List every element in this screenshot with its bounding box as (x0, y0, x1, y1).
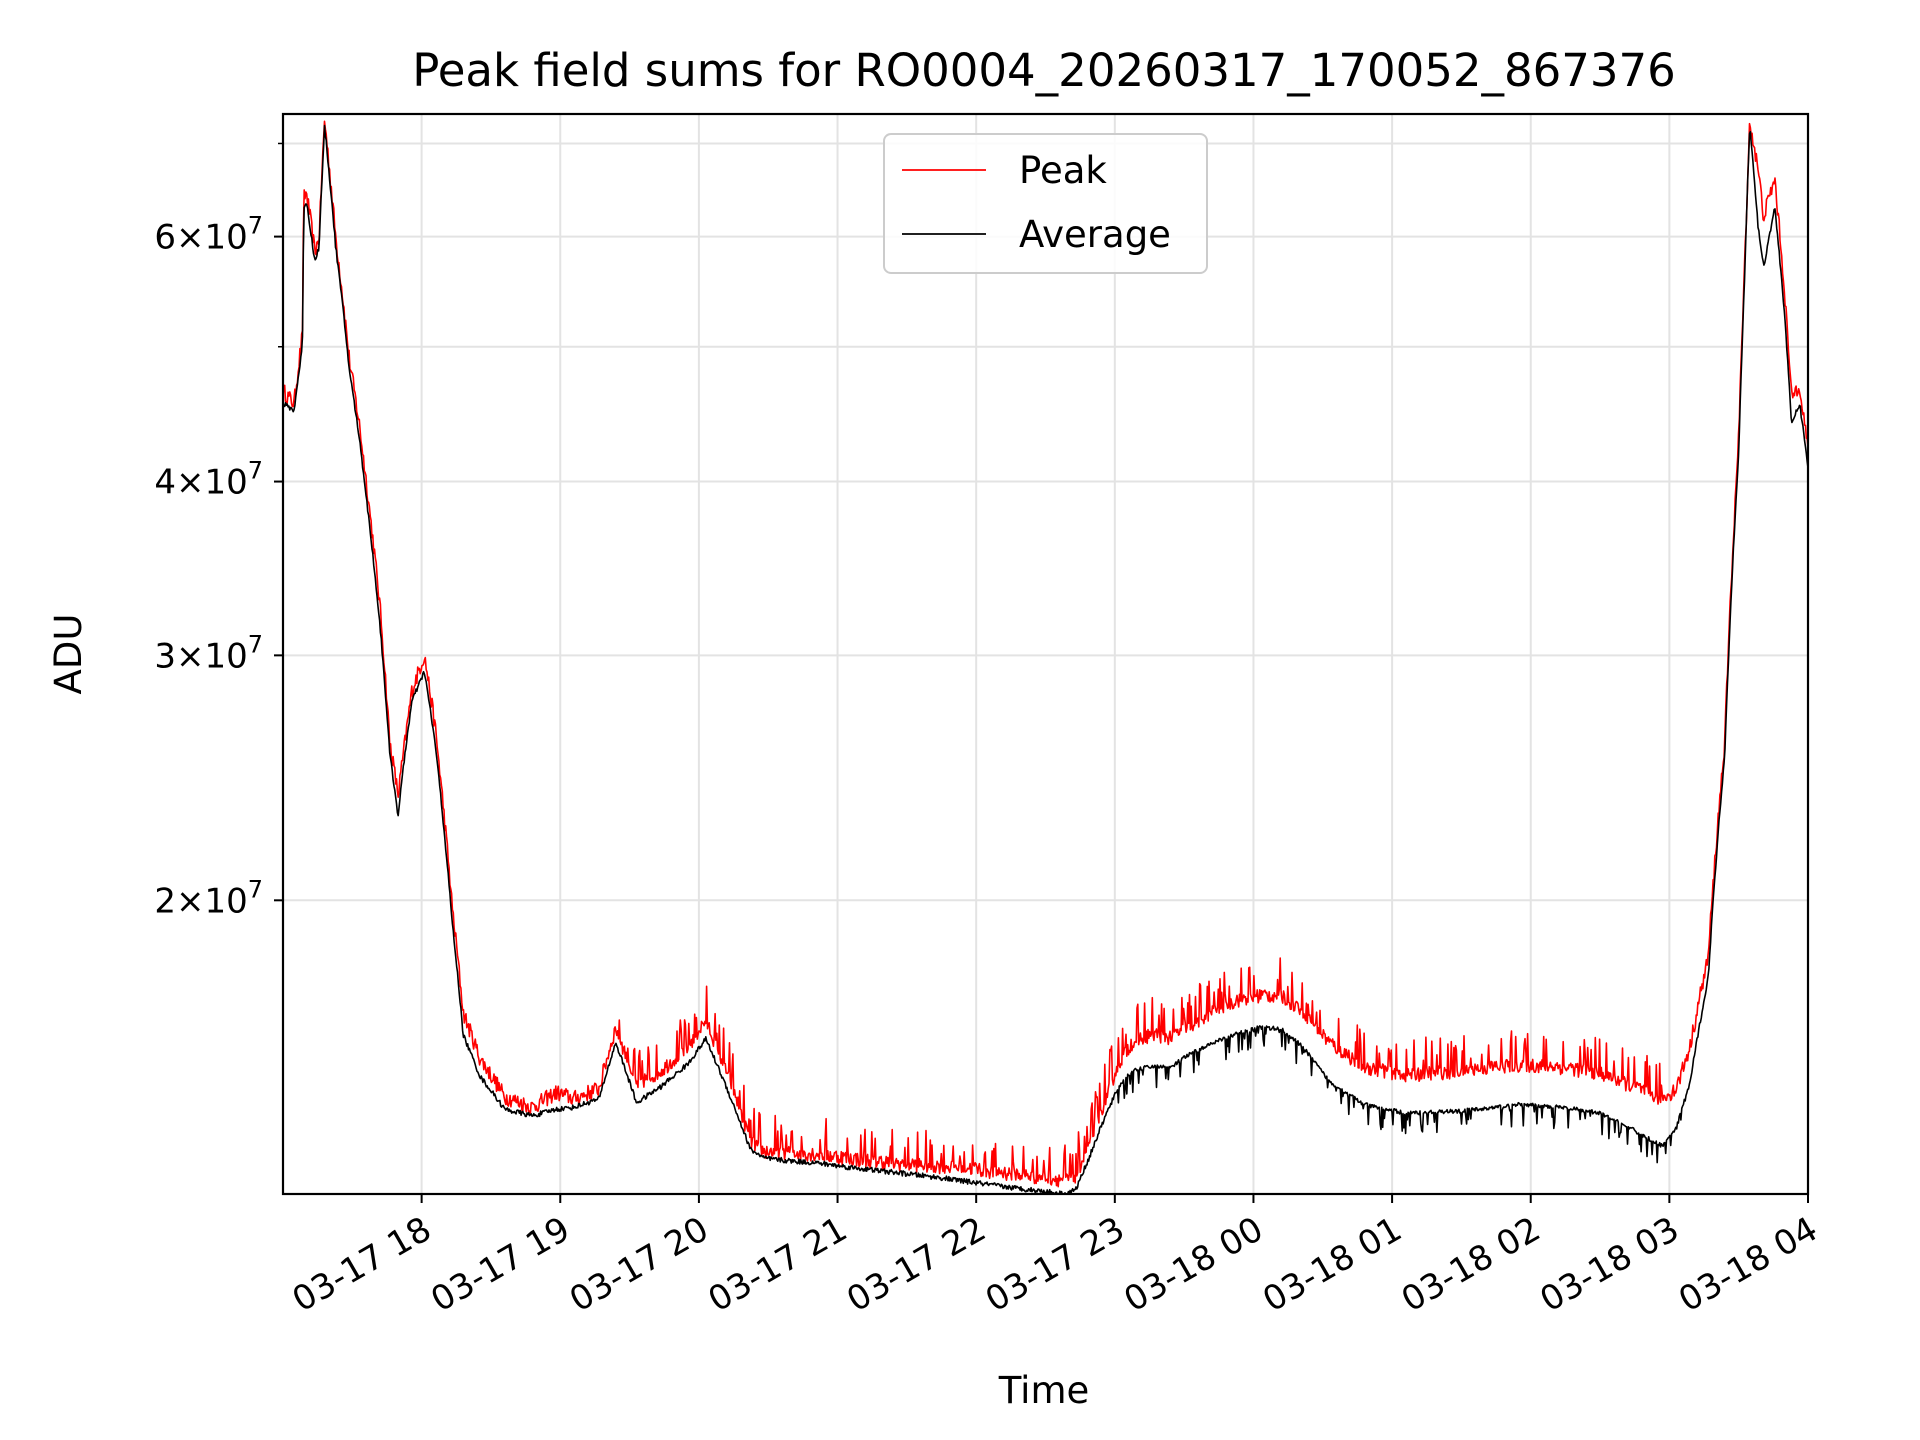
legend-box (883, 133, 1208, 274)
chart-title: Peak field sums for RO0004_20260317_1700… (412, 44, 1676, 97)
legend-peak-label: Peak (1019, 149, 1107, 192)
y-tick-base: ×10 (176, 463, 248, 503)
plot-frame (281, 112, 1810, 1196)
y-tick-exponent: 7 (248, 457, 263, 485)
y-tick-label: 6×107 (154, 212, 263, 258)
series-layer (283, 120, 1808, 1194)
y-axis-label: ADU (47, 614, 90, 695)
x-axis-label: Time (998, 1369, 1090, 1412)
y-tick-base: ×10 (176, 218, 248, 258)
legend-average-label: Average (1019, 213, 1171, 256)
y-tick-exponent: 7 (248, 875, 263, 903)
y-tick-mantissa: 2 (154, 881, 176, 921)
legend: Peak Average (883, 133, 1208, 274)
y-tick-base: ×10 (176, 636, 248, 676)
y-tick-exponent: 7 (248, 630, 263, 658)
y-tick-base: ×10 (176, 881, 248, 921)
y-tick-exponent: 7 (248, 212, 263, 240)
series-peak-line (283, 120, 1808, 1188)
y-tick-label: 4×107 (154, 457, 263, 503)
y-tick-label: 2×107 (154, 875, 263, 921)
y-tick-mantissa: 3 (154, 636, 176, 676)
y-tick-mantissa: 4 (154, 463, 176, 503)
y-tick-mantissa: 6 (154, 218, 176, 258)
y-tick-label: 3×107 (154, 630, 263, 676)
series-average-line (283, 124, 1808, 1194)
